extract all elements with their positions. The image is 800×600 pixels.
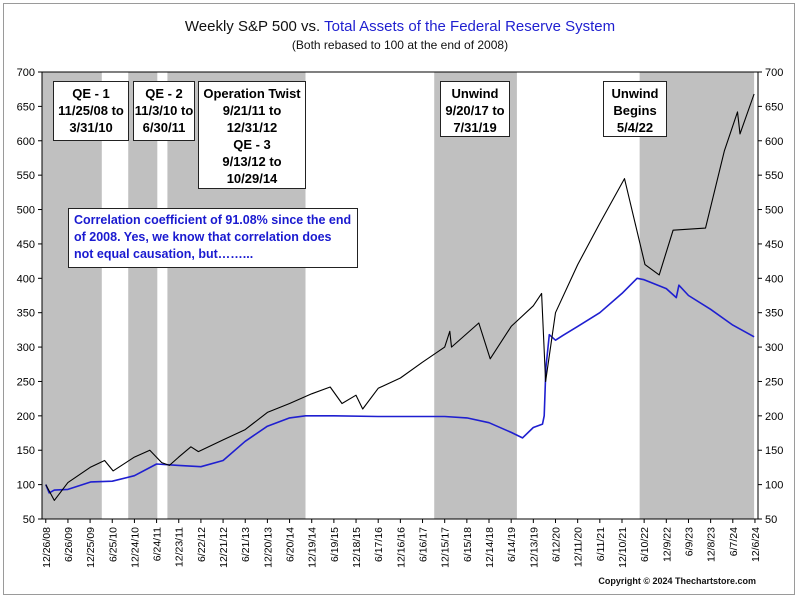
y-tick-label-right-400: 400 — [765, 273, 783, 285]
y-tick-label-right-600: 600 — [765, 136, 783, 148]
x-tick-label-25: 6/11/21 — [595, 527, 607, 561]
correlation-note: Correlation coefficient of 91.08% since … — [68, 208, 358, 268]
y-tick-label-right-50: 50 — [765, 514, 777, 526]
annotation-unwind-2017: Unwind 9/20/17 to 7/31/19 — [440, 81, 510, 137]
twist-line-4: QE - 3 — [233, 137, 271, 152]
y-tick-label-right-500: 500 — [765, 205, 783, 217]
x-tick-label-5: 6/24/11 — [152, 527, 164, 561]
x-tick-label-0: 12/26/08 — [41, 527, 53, 568]
y-tick-label-right-650: 650 — [765, 101, 783, 113]
qe1-line-2: 11/25/08 to — [58, 103, 124, 118]
twist-line-1: Operation Twist — [203, 86, 301, 101]
x-tick-label-4: 12/24/10 — [129, 527, 141, 568]
x-tick-label-12: 12/19/14 — [307, 527, 319, 568]
series-line-sp500 — [45, 93, 755, 501]
y-tick-label-left-600: 600 — [17, 136, 35, 148]
title-fed-assets: Total Assets of the Federal Reserve Syst… — [324, 18, 616, 35]
annotation-unwind-2022: Unwind Begins 5/4/22 — [603, 81, 667, 137]
y-tick-label-right-550: 550 — [765, 170, 783, 182]
x-tick-label-30: 12/8/23 — [706, 527, 718, 562]
x-tick-label-1: 6/26/09 — [63, 527, 75, 562]
twist-line-3: 12/31/12 — [226, 120, 278, 135]
shaded-period-5 — [639, 72, 755, 519]
annotation-operation-twist: Operation Twist 9/21/11 to 12/31/12 QE -… — [198, 81, 306, 189]
unwind1-line-2: 9/20/17 to — [445, 103, 505, 118]
twist-line-2: 9/21/11 to — [222, 103, 282, 118]
x-tick-label-26: 12/10/21 — [617, 527, 629, 568]
y-tick-label-left-300: 300 — [17, 342, 35, 354]
qe1-line-1: QE - 1 — [72, 86, 110, 101]
shaded-period-2 — [128, 72, 158, 519]
y-tick-label-left-550: 550 — [17, 170, 35, 182]
unwind1-line-3: 7/31/19 — [453, 120, 497, 135]
y-tick-label-left-50: 50 — [23, 514, 35, 526]
x-tick-label-17: 6/16/17 — [418, 527, 430, 562]
unwind2-line-1: Unwind — [611, 86, 659, 101]
y-tick-label-right-150: 150 — [765, 445, 783, 457]
y-tick-label-left-250: 250 — [17, 376, 35, 388]
x-tick-label-28: 12/9/22 — [661, 527, 673, 562]
x-tick-label-24: 12/11/20 — [573, 527, 585, 567]
x-tick-label-2: 12/25/09 — [85, 527, 97, 568]
x-tick-label-27: 6/10/22 — [639, 527, 651, 562]
x-tick-label-10: 12/20/13 — [262, 527, 274, 568]
copyright-text: Copyright © 2024 Thechartstore.com — [598, 576, 756, 586]
chart-title: Weekly S&P 500 vs. Total Assets of the F… — [0, 18, 800, 35]
y-tick-label-left-700: 700 — [17, 67, 35, 79]
x-tick-label-32: 12/6/24 — [750, 527, 762, 562]
x-tick-label-9: 6/21/13 — [240, 527, 252, 562]
y-tick-label-left-500: 500 — [17, 205, 35, 217]
unwind2-line-3: 5/4/22 — [616, 120, 654, 135]
qe2-line-3: 6/30/11 — [142, 120, 186, 135]
title-sp500: Weekly S&P 500 vs. — [184, 18, 321, 35]
x-tick-label-11: 6/20/14 — [285, 527, 297, 562]
x-tick-label-20: 12/14/18 — [484, 527, 496, 568]
x-tick-label-18: 12/15/17 — [440, 527, 452, 568]
qe2-line-1: QE - 2 — [145, 86, 183, 101]
y-tick-label-left-200: 200 — [17, 411, 35, 423]
y-tick-label-right-100: 100 — [765, 480, 783, 492]
annotation-qe1: QE - 1 11/25/08 to 3/31/10 — [53, 81, 129, 141]
y-tick-label-left-400: 400 — [17, 273, 35, 285]
series-line-fed-assets — [45, 277, 755, 494]
y-tick-label-left-100: 100 — [17, 480, 35, 492]
qe1-line-3: 3/31/10 — [69, 120, 113, 135]
annotation-qe2: QE - 2 11/3/10 to 6/30/11 — [133, 81, 195, 141]
y-tick-label-left-650: 650 — [17, 101, 35, 113]
y-tick-label-left-350: 350 — [17, 308, 35, 320]
x-tick-label-8: 12/21/12 — [218, 527, 230, 568]
unwind2-line-2: Begins — [613, 103, 657, 118]
x-tick-label-13: 6/19/15 — [329, 527, 341, 562]
x-tick-label-19: 6/15/18 — [462, 527, 474, 562]
unwind1-line-1: Unwind — [451, 86, 499, 101]
y-tick-label-right-700: 700 — [765, 67, 783, 79]
y-tick-label-left-450: 450 — [17, 239, 35, 251]
y-tick-label-right-250: 250 — [765, 376, 783, 388]
x-tick-label-22: 12/13/19 — [528, 527, 540, 568]
y-tick-label-right-300: 300 — [765, 342, 783, 354]
y-tick-label-right-200: 200 — [765, 411, 783, 423]
shaded-period-1 — [42, 72, 102, 519]
x-tick-label-14: 12/18/15 — [351, 527, 363, 568]
shaded-period-4 — [434, 72, 517, 519]
y-tick-label-right-350: 350 — [765, 308, 783, 320]
twist-line-5: 9/13/12 to — [222, 154, 282, 169]
x-tick-label-29: 6/9/23 — [683, 527, 695, 556]
x-tick-label-15: 6/17/16 — [373, 527, 385, 562]
twist-line-6: 10/29/14 — [226, 171, 278, 186]
x-tick-label-23: 6/12/20 — [550, 527, 562, 562]
chart-subtitle: (Both rebased to 100 at the end of 2008) — [291, 38, 509, 52]
x-tick-label-3: 6/25/10 — [107, 527, 119, 562]
x-tick-label-31: 6/7/24 — [728, 527, 740, 556]
qe2-line-2: 11/3/10 to — [134, 103, 194, 118]
y-tick-label-right-450: 450 — [765, 239, 783, 251]
x-tick-label-16: 12/16/16 — [395, 527, 407, 568]
y-tick-label-left-150: 150 — [17, 445, 35, 457]
x-tick-label-21: 6/14/19 — [506, 527, 518, 562]
x-tick-label-7: 6/22/12 — [196, 527, 208, 562]
x-tick-label-6: 12/23/11 — [174, 527, 186, 567]
